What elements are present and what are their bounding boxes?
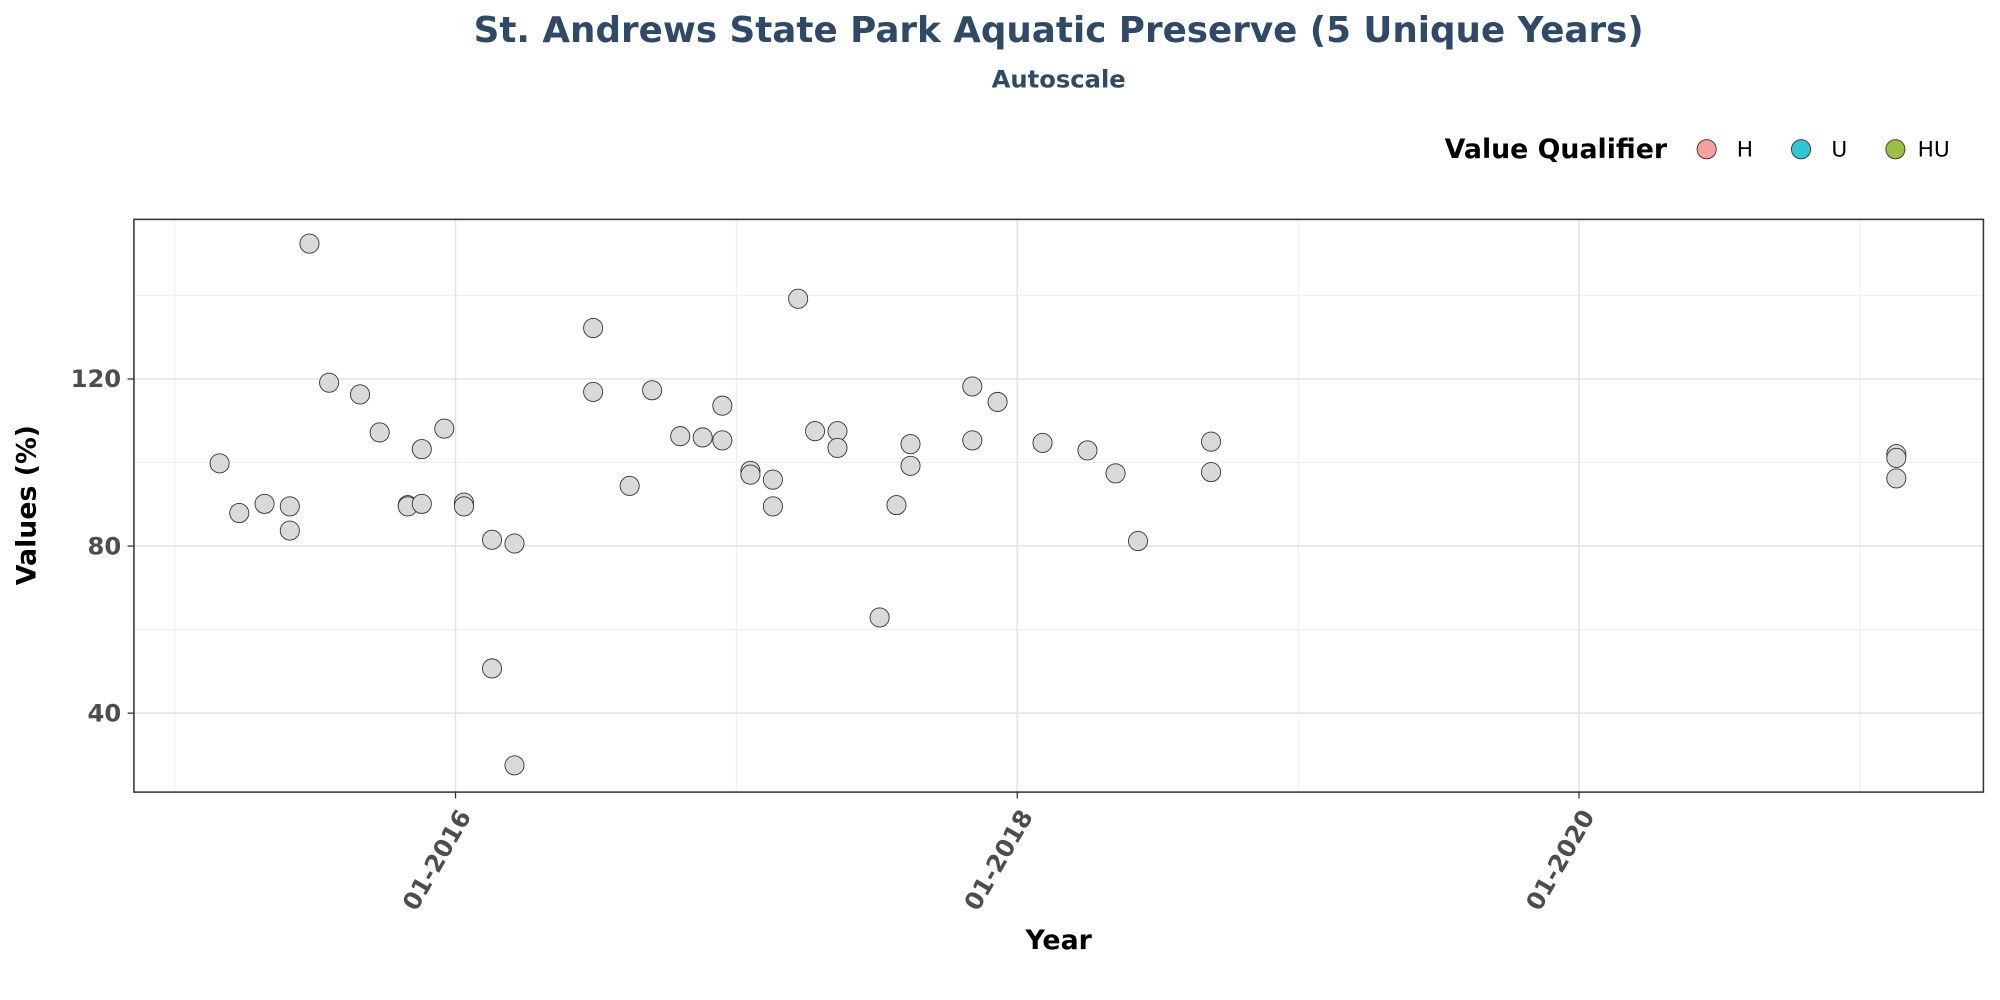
point [1886, 447, 1907, 468]
point [482, 529, 503, 550]
point [1077, 440, 1098, 461]
plot-border [133, 218, 1985, 793]
point [762, 496, 783, 517]
point [712, 395, 733, 416]
point [762, 469, 783, 490]
point [712, 430, 733, 451]
y-tick-label: 40 [87, 699, 121, 727]
point [869, 607, 890, 628]
y-axis-label: Values (%) [12, 425, 43, 585]
point [900, 434, 921, 455]
point [670, 426, 691, 447]
point [692, 427, 713, 448]
point [482, 658, 503, 679]
point [619, 475, 640, 496]
point [299, 233, 320, 254]
point [583, 317, 604, 339]
x-tick-label: 01-2016 [397, 805, 477, 915]
x-tick-label: 01-2018 [959, 805, 1039, 915]
point [1105, 463, 1126, 484]
point [886, 495, 907, 516]
point [411, 493, 432, 514]
point [788, 288, 809, 309]
point [583, 381, 604, 402]
point [279, 496, 300, 517]
legend-swatch [1885, 139, 1906, 160]
point [827, 437, 848, 458]
chart-subtitle: Autoscale [992, 65, 1126, 93]
chart-title: St. Andrews State Park Aquatic Preserve … [474, 10, 1644, 51]
point [805, 421, 826, 442]
point [411, 439, 432, 460]
point [962, 430, 983, 451]
point [962, 376, 983, 397]
legend-label: U [1831, 138, 1847, 163]
point [740, 464, 761, 485]
point [319, 372, 340, 393]
point [1201, 431, 1222, 452]
legend-title: Value Qualifier [1445, 134, 1668, 165]
point [504, 755, 525, 776]
point [1886, 468, 1907, 489]
x-tick-label: 01-2020 [1521, 805, 1601, 915]
point [1201, 462, 1222, 483]
point [987, 391, 1008, 412]
legend-swatch [1791, 139, 1812, 160]
legend-label: H [1737, 138, 1753, 163]
y-tick-label: 120 [71, 365, 122, 393]
legend-swatch [1696, 139, 1717, 160]
point [434, 418, 455, 439]
point [209, 453, 230, 474]
point [350, 384, 371, 405]
point [1032, 432, 1053, 453]
point [504, 533, 525, 554]
point [254, 493, 275, 514]
point [642, 380, 663, 401]
point [229, 503, 250, 524]
point [279, 520, 300, 541]
point [453, 496, 474, 517]
legend-label: HU [1918, 138, 1950, 163]
point [369, 422, 390, 443]
y-tick-label: 80 [87, 532, 121, 560]
point [900, 455, 921, 476]
x-axis-label: Year [1025, 925, 1093, 956]
point [1128, 531, 1149, 552]
